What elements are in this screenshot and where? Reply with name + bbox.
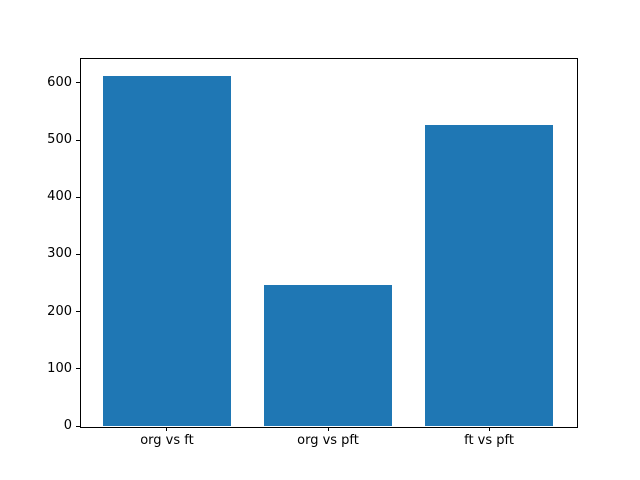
- y-tick-mark: [76, 139, 80, 141]
- x-tick-mark: [488, 427, 490, 431]
- y-tick-mark: [76, 311, 80, 313]
- y-tick-mark: [76, 368, 80, 370]
- bar-ft-vs-pft: [424, 124, 554, 426]
- y-tick-label: 100: [47, 360, 72, 376]
- y-tick-label: 500: [47, 132, 72, 148]
- x-tick-label: org vs pft: [297, 433, 359, 448]
- y-tick-mark: [76, 425, 80, 427]
- bar-org-vs-pft: [263, 284, 393, 426]
- y-tick-mark: [76, 253, 80, 255]
- x-tick-mark: [166, 427, 168, 431]
- y-tick-label: 300: [47, 246, 72, 262]
- x-tick-mark: [327, 427, 329, 431]
- y-tick-label: 0: [63, 418, 72, 433]
- x-tick-label: org vs ft: [140, 433, 194, 448]
- bar-org-vs-ft: [102, 75, 232, 426]
- x-tick-label: ft vs pft: [464, 433, 514, 448]
- y-tick-label: 400: [47, 189, 72, 205]
- y-tick-label: 200: [47, 303, 72, 319]
- y-tick-mark: [76, 196, 80, 198]
- y-tick-label: 600: [47, 74, 72, 90]
- y-tick-mark: [76, 82, 80, 84]
